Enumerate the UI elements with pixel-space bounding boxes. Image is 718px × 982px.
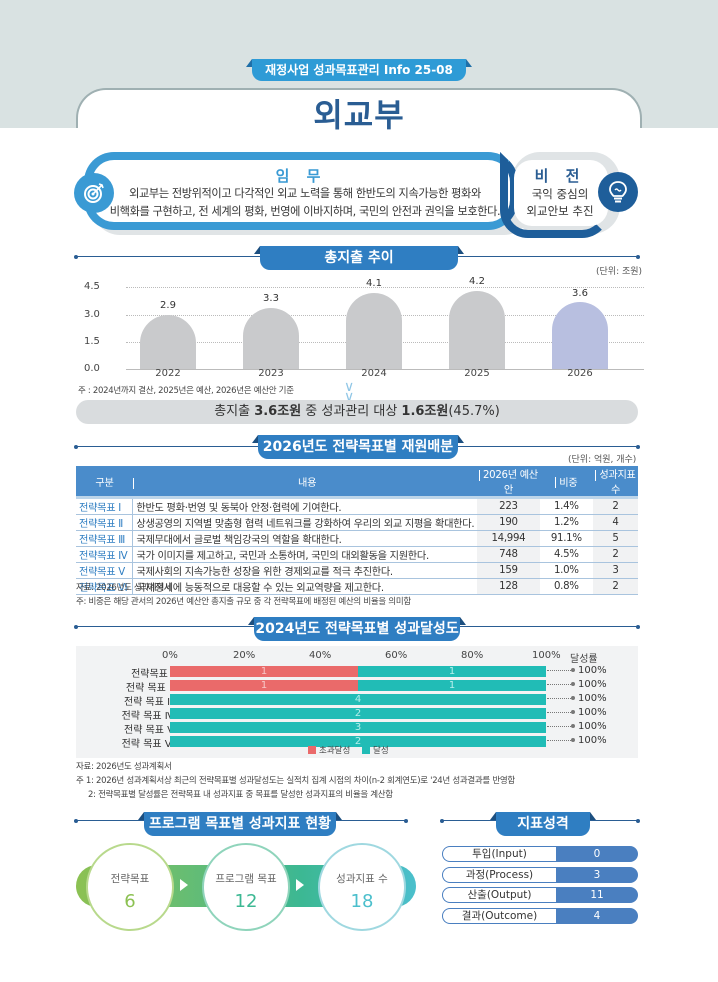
col-header: 성과지표수 <box>593 466 638 499</box>
vision-title: 비 전 <box>534 167 586 185</box>
bar-value: 3.6 <box>572 288 588 299</box>
performance-source: 자료: 2026년도 성과계획서 <box>76 762 172 772</box>
table-row: 전략목표 Ⅰ 한반도 평화·번영 및 동북아 안정·협력에 기여한다. 223 … <box>76 497 638 515</box>
section-title-indicator: 지표성격 <box>490 812 596 836</box>
lightbulb-icon <box>598 172 638 212</box>
table-row: 전략목표 Ⅵ 국제정세에 능동적으로 대응할 수 있는 외교역량을 제고한다. … <box>76 578 638 595</box>
indicator-row-process: 과정(Process) 3 <box>442 867 638 883</box>
budget-table: 구분 내용 2026년 예산안 비중 성과지표수 전략목표 Ⅰ 한반도 평화·번… <box>76 466 638 595</box>
bar-achieve: 2 <box>170 736 546 747</box>
section-title-budget: 2026년도 전략목표별 재원배분 <box>252 435 464 459</box>
x-label: 2024 <box>361 368 387 379</box>
bar-value: 4.1 <box>366 278 382 289</box>
section-title-program: 프로그램 목표별 성과지표 현황 <box>138 812 342 836</box>
bar-exceed: 1 <box>170 666 358 677</box>
kpi-count: 성과지표 수 18 <box>318 843 406 931</box>
col-header: 내용 <box>132 466 478 499</box>
table-row: 전략목표 Ⅲ 국제무대에서 글로벌 책임강국의 역할을 확대한다. 14,994… <box>76 530 638 547</box>
vision-box <box>514 160 608 226</box>
program-flow: 전략목표 6 프로그램 목표 12 성과지표 수 18 <box>76 843 416 931</box>
arrow-right-icon <box>296 879 304 891</box>
series-label: 재정사업 성과목표관리 Info 25-08 <box>246 59 472 81</box>
table-note: 주: 비중은 해당 관서의 2026년 예산안 총지출 규모 중 각 전략목표에… <box>76 597 411 607</box>
achievement-rate: 100% <box>547 693 607 704</box>
row-label: 전략 목표 Ⅲ <box>123 697 174 708</box>
col-header: 구분 <box>76 466 133 499</box>
row-label: 전략 목표 Ⅴ <box>124 725 174 736</box>
bar-2022 <box>140 315 196 369</box>
bar-achieve: 1 <box>358 680 546 691</box>
table-row: 전략목표 Ⅴ 국제사회의 지속가능한 성장을 위한 경제외교를 적극 추진한다.… <box>76 562 638 579</box>
x-label: 2022 <box>155 368 181 379</box>
bar-value: 4.2 <box>469 276 485 287</box>
mission-title: 임 무 <box>275 167 327 185</box>
section-title-performance: 2024년도 전략목표별 성과달성도 <box>248 617 466 641</box>
bar-2025 <box>449 291 505 369</box>
col-header: 2026년 예산안 <box>477 466 540 499</box>
bar-2024 <box>346 293 402 369</box>
indicator-row-output: 산출(Output) 11 <box>442 887 638 903</box>
bar-2026 <box>552 302 608 369</box>
row-label: 전략목표 Ⅰ <box>131 669 174 680</box>
chevron-down-icon: ∨ ∨ <box>344 379 355 405</box>
x-label: 2026 <box>567 368 593 379</box>
table-header-row: 구분 내용 2026년 예산안 비중 성과지표수 <box>76 466 638 499</box>
bar-achieve: 1 <box>358 666 546 677</box>
indicator-row-input: 투입(Input) 0 <box>442 846 638 862</box>
row-label: 전략 목표 Ⅳ <box>121 711 174 722</box>
achievement-rate: 100% <box>547 735 607 746</box>
legend-achieve: 달성 <box>362 744 389 756</box>
x-label: 2025 <box>464 368 490 379</box>
indicator-row-outcome: 결과(Outcome) 4 <box>442 908 638 924</box>
mission-text: 외교부는 전방위적이고 다각적인 외교 노력을 통해 한반도의 지속가능한 평화… <box>109 187 501 218</box>
vision-frame <box>500 152 610 238</box>
table-row: 전략목표 Ⅱ 상생공영의 지역별 맞춤형 협력 네트워크를 강화하여 우리의 외… <box>76 514 638 531</box>
performance-note-1: 주 1: 2026년 성과계획서상 최근의 전략목표별 성과달성도는 실적치 집… <box>76 776 515 786</box>
table-source: 자료: 2026년도 성과계획서 <box>76 583 172 593</box>
col-header: 비중 <box>539 466 593 499</box>
unit-label: (단위: 억원, 개수) <box>568 455 637 465</box>
bar-2023 <box>243 308 299 369</box>
bar-exceed: 1 <box>170 680 358 691</box>
achievement-rate: 100% <box>547 721 607 732</box>
x-label: 2023 <box>258 368 284 379</box>
row-label: 전략 목표 Ⅱ <box>125 683 174 694</box>
bar-achieve: 4 <box>170 694 546 705</box>
performance-note-2: 2: 전략목표별 달성률은 전략목표 내 성과지표 중 목표를 달성한 성과지표… <box>88 790 393 800</box>
achievement-rate: 100% <box>547 707 607 718</box>
target-icon <box>74 173 114 213</box>
achievement-rate: 100% <box>547 679 607 690</box>
section-title-spending: 총지출 추이 <box>254 246 464 270</box>
vision-text: 국익 중심의 외교안보 추진 <box>526 187 594 218</box>
spending-bar-chart: 4.5 3.0 1.5 0.0 2.9 3.3 4.1 4.2 3.6 2022… <box>84 276 644 380</box>
unit-label: (단위: 조원) <box>596 267 643 277</box>
row-label: 전략 목표 Ⅵ <box>121 739 174 750</box>
strategic-goal-count: 전략목표 6 <box>86 843 174 931</box>
spending-summary: 총지출 3.6조원 중 성과관리 대상 1.6조원(45.7%) <box>76 400 638 424</box>
arrow-right-icon <box>180 879 188 891</box>
bar-value: 3.3 <box>263 293 279 304</box>
table-row: 전략목표 Ⅳ 국가 이미지를 제고하고, 국민과 소통하며, 국민의 대외활동을… <box>76 546 638 563</box>
achievement-rate: 100% <box>547 665 607 676</box>
program-goal-count: 프로그램 목표 12 <box>202 843 290 931</box>
bar-value: 2.9 <box>160 300 176 311</box>
bar-achieve: 3 <box>170 722 546 733</box>
bar-achieve: 2 <box>170 708 546 719</box>
page-title: 외교부 <box>313 96 405 134</box>
legend-exceed: 초과달성 <box>308 744 350 756</box>
spending-note: 주 : 2024년까지 결산, 2025년은 예산, 2026년은 예산안 기준 <box>78 386 294 396</box>
rate-header: 달성률 <box>570 654 598 665</box>
